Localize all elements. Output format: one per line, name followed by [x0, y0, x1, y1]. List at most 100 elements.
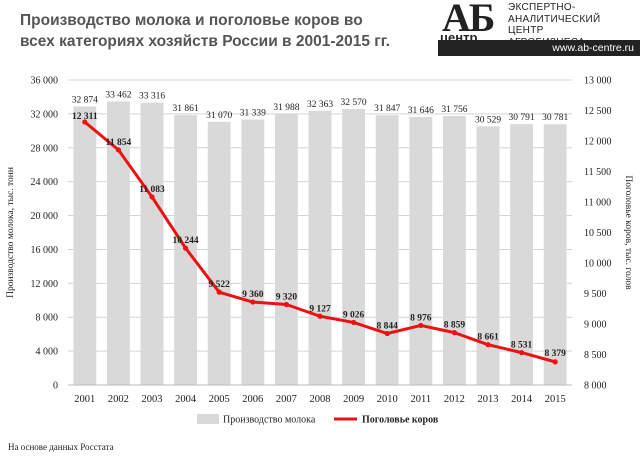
cows-point-label: 11 854: [106, 138, 132, 148]
milk-bar: [207, 121, 231, 385]
x-tick-label: 2015: [545, 394, 566, 405]
y-right-tick-label: 11 500: [584, 167, 611, 178]
logo-mark: АБ центр: [438, 0, 506, 50]
chart-title-line-1: Производство молока и поголовье коров во: [20, 12, 363, 29]
cows-point-label: 10 244: [173, 236, 199, 246]
milk-bar-label: 31 339: [240, 108, 266, 118]
milk-bar: [510, 124, 534, 385]
milk-bar-label: 32 874: [72, 95, 98, 105]
cows-point-label: 8 844: [377, 322, 399, 332]
y-right-axis-title: Поголовье коров, тыс. голов: [623, 175, 633, 290]
cows-point-label: 9 026: [343, 310, 365, 320]
milk-bar: [375, 115, 399, 385]
cows-point: [115, 147, 121, 153]
legend-label-milk: Производство молока: [223, 415, 316, 426]
x-tick-label: 2014: [511, 394, 533, 405]
y-left-tick-label: 32 000: [31, 109, 59, 120]
x-tick-label: 2013: [478, 394, 499, 405]
milk-bar: [308, 110, 332, 385]
milk-bar: [106, 101, 130, 385]
x-tick-label: 2001: [74, 394, 95, 405]
y-right-tick-label: 10 000: [584, 259, 612, 270]
cows-point-label: 8 661: [477, 333, 499, 343]
chart-title: Производство молока и поголовье коров во…: [20, 10, 420, 52]
y-right-tick-label: 9 500: [584, 289, 607, 300]
cows-point-label: 11 083: [139, 185, 165, 195]
y-right-tick-label: 9 000: [584, 320, 607, 331]
y-left-tick-label: 28 000: [31, 143, 59, 154]
logo-line-1: ЭКСПЕРТНО-: [508, 2, 576, 13]
chart-title-line-2: всех категориях хозяйств России в 2001-2…: [20, 33, 390, 50]
milk-bar-label: 31 988: [273, 103, 299, 113]
milk-bar: [274, 113, 298, 386]
x-tick-label: 2004: [175, 394, 197, 405]
x-tick-label: 2007: [276, 394, 297, 405]
x-tick-label: 2003: [142, 394, 163, 405]
x-tick-label: 2009: [343, 394, 364, 405]
y-right-tick-label: 10 500: [584, 228, 612, 239]
cows-point: [384, 330, 390, 337]
milk-bar: [543, 124, 567, 386]
y-right-tick-label: 12 000: [584, 137, 612, 148]
milk-bar-label: 33 462: [105, 91, 131, 101]
cows-point-label: 8 859: [444, 321, 466, 331]
milk-bar: [241, 119, 265, 386]
y-left-tick-label: 24 000: [31, 177, 59, 188]
x-tick-label: 2006: [242, 394, 263, 405]
milk-bar: [73, 106, 97, 386]
cows-point: [451, 330, 457, 336]
milk-bar-label: 31 070: [206, 111, 232, 121]
logo-ab-letters: АБ: [442, 0, 495, 40]
legend-swatch-milk: [197, 414, 219, 424]
logo-line-2: АНАЛИТИЧЕСКИЙ: [508, 13, 601, 25]
milk-bar-label: 31 861: [173, 104, 199, 114]
cows-point-label: 8 379: [545, 349, 567, 359]
milk-bar-label: 30 529: [475, 115, 501, 125]
cows-point: [317, 313, 323, 319]
cows-point: [149, 194, 155, 200]
milk-bar: [476, 126, 500, 385]
cows-point-label: 8 976: [410, 313, 432, 323]
milk-bar-label: 31 756: [441, 105, 467, 115]
cows-point-label: 9 522: [209, 280, 231, 290]
cows-point: [485, 342, 491, 348]
logo-line-3: ЦЕНТР: [508, 25, 544, 36]
x-tick-label: 2011: [410, 394, 431, 405]
cows-point-label: 9 127: [309, 304, 331, 314]
milk-bar: [342, 109, 366, 385]
milk-bar-label: 33 316: [139, 92, 165, 102]
milk-bar: [409, 116, 433, 385]
x-tick-label: 2010: [377, 394, 398, 405]
y-left-tick-label: 8 000: [36, 313, 59, 324]
milk-bar-label: 30 781: [542, 113, 568, 123]
cows-point: [216, 289, 222, 295]
y-left-tick-label: 16 000: [31, 245, 59, 256]
cows-point-label: 12 311: [72, 112, 98, 122]
x-tick-label: 2012: [444, 394, 465, 405]
cows-point: [418, 322, 424, 329]
y-right-tick-label: 12 500: [584, 106, 612, 117]
cows-point: [552, 359, 558, 365]
x-tick-label: 2008: [310, 394, 331, 405]
y-left-tick-label: 4 000: [36, 347, 59, 358]
y-left-tick-label: 20 000: [31, 211, 59, 222]
y-left-tick-label: 36 000: [31, 76, 59, 87]
y-right-tick-label: 11 000: [584, 198, 611, 209]
cows-point-label: 8 531: [511, 341, 533, 351]
cows-point: [519, 350, 525, 356]
milk-bar: [140, 102, 164, 385]
y-right-tick-label: 8 000: [584, 381, 607, 392]
cows-point: [82, 119, 88, 125]
legend-label-cows: Поголовье коров: [362, 415, 439, 426]
milk-bar-label: 31 646: [408, 106, 434, 116]
cows-point-label: 9 320: [276, 292, 298, 302]
cows-point: [351, 319, 357, 326]
x-tick-label: 2005: [209, 394, 230, 405]
x-tick-label: 2002: [108, 394, 129, 405]
logo-url[interactable]: www.ab-centre.ru: [438, 40, 640, 56]
y-left-tick-label: 0: [53, 381, 58, 392]
y-left-tick-label: 12 000: [31, 279, 59, 290]
cows-point-label: 9 360: [242, 290, 264, 300]
milk-bar-label: 32 570: [341, 98, 367, 108]
